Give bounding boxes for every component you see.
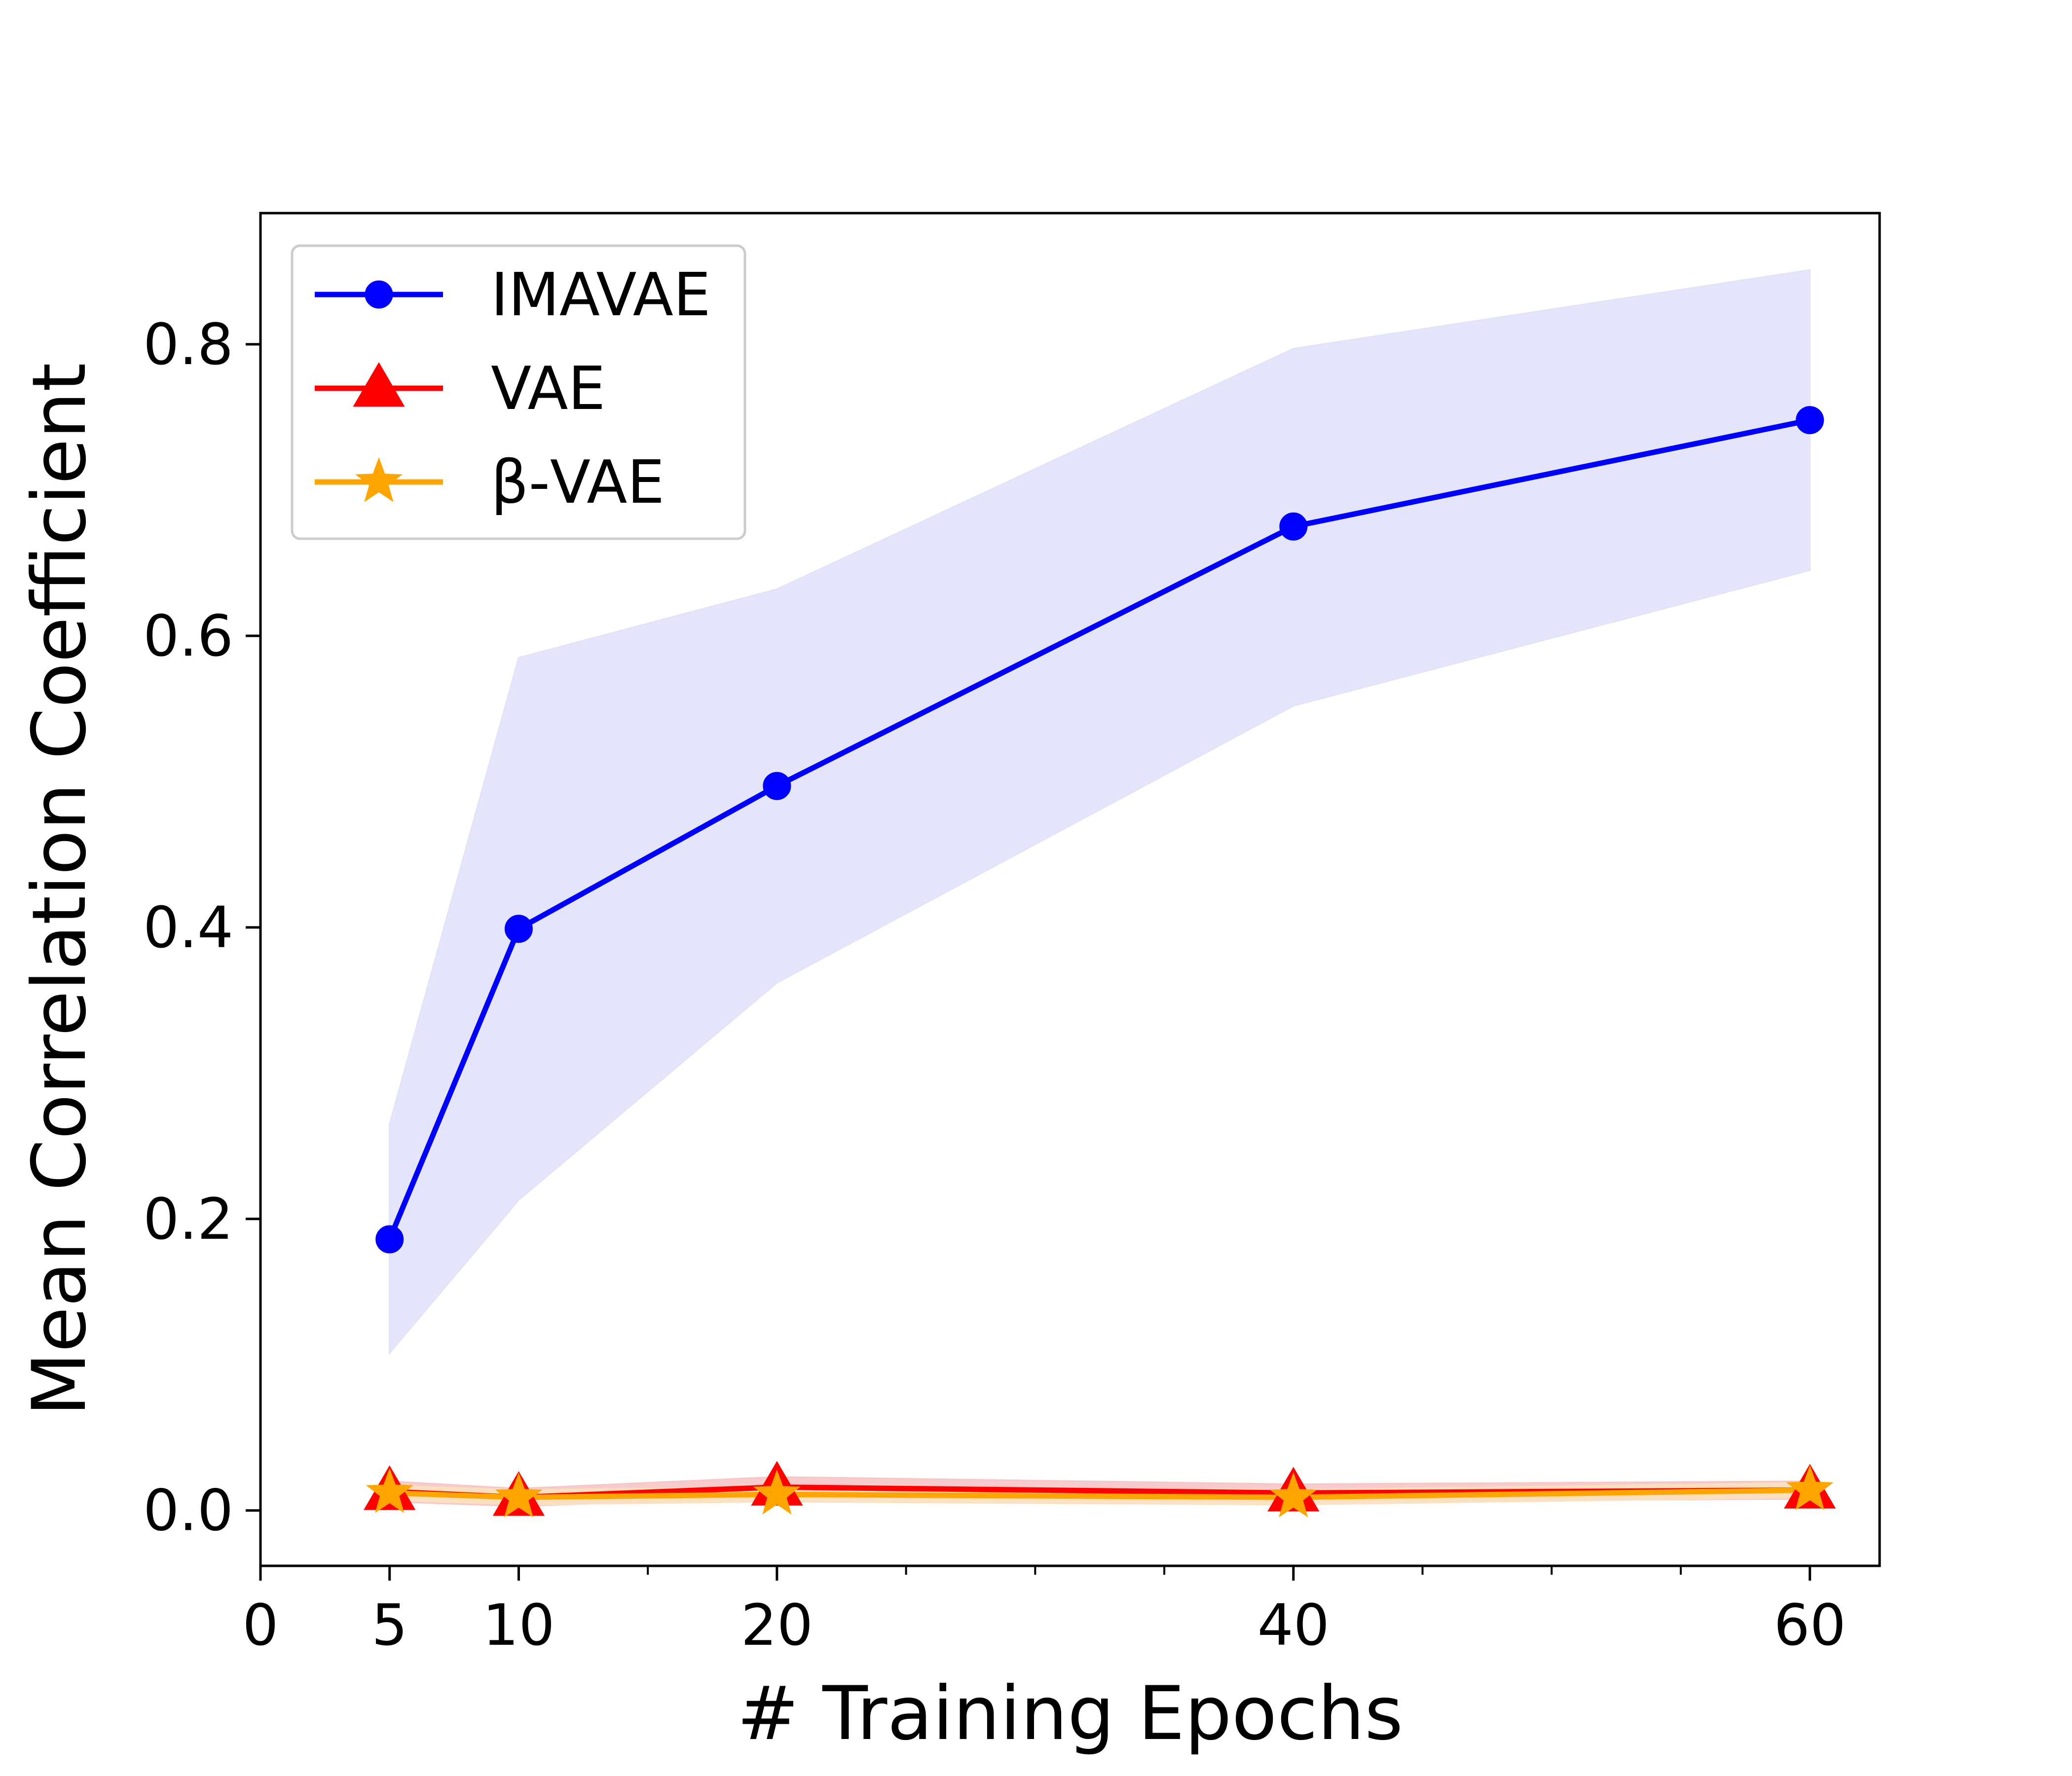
- legend-label-0: IMAVAE: [491, 261, 711, 330]
- y-axis-label: Mean Correlation Coefficient: [17, 363, 103, 1416]
- marker-series-0-point-2: [763, 772, 791, 800]
- plot-frame: [259, 212, 1881, 1567]
- marker-series-0-point-0: [375, 1225, 404, 1254]
- legend-marker-1: [353, 362, 405, 407]
- marker-series-2-point-3: [1269, 1472, 1317, 1517]
- x-tick-label: 0: [242, 1592, 278, 1659]
- legend-label-1: VAE: [491, 355, 605, 423]
- x-tick-label: 20: [741, 1592, 813, 1659]
- y-axis-ticks: 0.0 0.2 0.4 0.6 0.8: [143, 312, 260, 1544]
- legend-marker-2: [355, 457, 403, 502]
- x-tick-label: 5: [371, 1592, 407, 1659]
- marker-series-0-point-4: [1796, 406, 1824, 435]
- x-tick-label: 10: [482, 1592, 555, 1659]
- marker-series-2-point-0: [366, 1468, 413, 1514]
- x-tick-label: 40: [1258, 1592, 1330, 1659]
- legend-marker-0: [365, 280, 393, 309]
- legend: IMAVAE VAE β-VAE: [291, 244, 746, 540]
- x-axis-ticks: 0 5 10 20 40 60: [242, 1566, 1846, 1659]
- marker-series-2-point-1: [495, 1472, 543, 1517]
- y-tick-label: 0.6: [143, 603, 233, 669]
- legend-box: [291, 244, 746, 540]
- y-tick-label: 0.8: [143, 312, 233, 378]
- x-axis-label: # Training Epochs: [737, 1671, 1403, 1757]
- legend-label-2: β-VAE: [491, 448, 665, 517]
- band-series-0: [389, 269, 1811, 1355]
- x-tick-label: 60: [1774, 1592, 1846, 1659]
- marker-series-2-point-2: [753, 1469, 801, 1515]
- marker-series-2-point-4: [1786, 1465, 1834, 1511]
- y-tick-label: 0.2: [143, 1186, 233, 1253]
- series-markers: [364, 406, 1836, 1517]
- marker-series-0-point-3: [1279, 512, 1308, 541]
- y-tick-label: 0.4: [143, 895, 233, 961]
- y-tick-label: 0.0: [143, 1478, 233, 1544]
- marker-series-0-point-1: [504, 915, 533, 943]
